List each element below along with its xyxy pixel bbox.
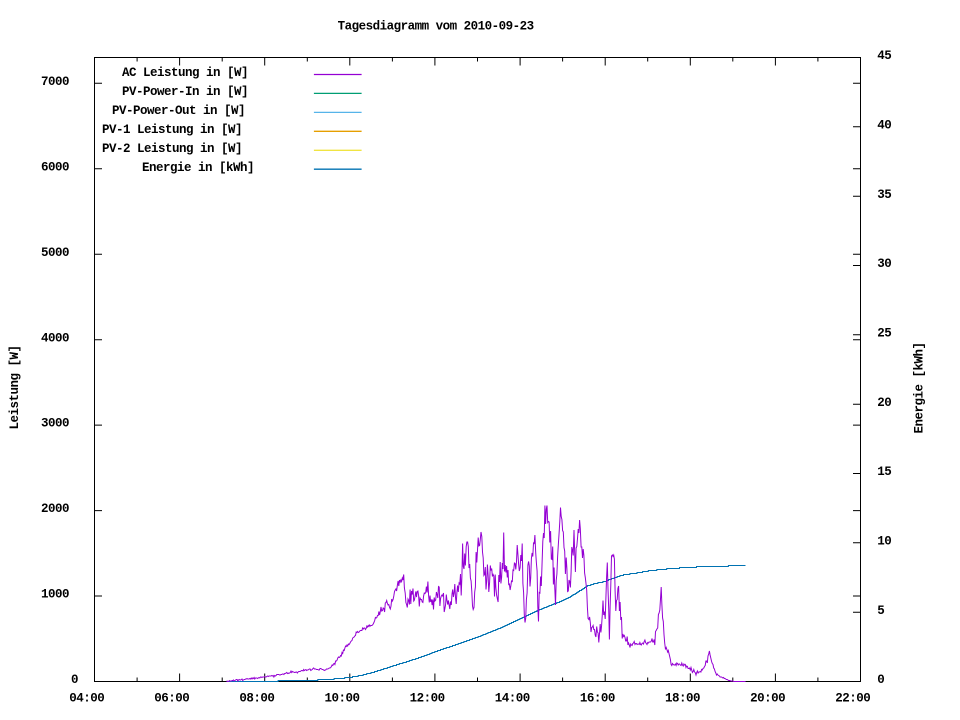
svg-text:08:00: 08:00 xyxy=(239,692,274,706)
svg-text:3000: 3000 xyxy=(41,417,69,431)
svg-text:6000: 6000 xyxy=(41,160,69,174)
svg-text:16:00: 16:00 xyxy=(580,692,615,706)
svg-text:18:00: 18:00 xyxy=(665,692,700,706)
svg-text:15: 15 xyxy=(877,465,891,479)
svg-text:04:00: 04:00 xyxy=(69,692,104,706)
svg-text:4000: 4000 xyxy=(41,331,69,345)
svg-text:10:00: 10:00 xyxy=(325,692,360,706)
svg-text:5000: 5000 xyxy=(41,246,69,260)
svg-text:12:00: 12:00 xyxy=(410,692,445,706)
svg-text:25: 25 xyxy=(877,326,891,340)
svg-text:PV-Power-Out in [W]: PV-Power-Out in [W] xyxy=(112,104,245,118)
svg-text:1000: 1000 xyxy=(41,588,69,602)
svg-text:0: 0 xyxy=(877,673,884,687)
svg-text:30: 30 xyxy=(877,257,891,271)
svg-text:35: 35 xyxy=(877,188,891,202)
svg-text:06:00: 06:00 xyxy=(154,692,189,706)
svg-text:AC Leistung in [W]: AC Leistung in [W] xyxy=(122,66,248,80)
svg-text:10: 10 xyxy=(877,534,891,548)
svg-text:Energie in [kWh]: Energie in [kWh] xyxy=(142,161,254,175)
svg-text:PV-2 Leistung in [W]: PV-2 Leistung in [W] xyxy=(102,142,242,156)
svg-text:40: 40 xyxy=(877,118,891,132)
svg-text:20: 20 xyxy=(877,396,891,410)
svg-text:2000: 2000 xyxy=(41,502,69,516)
svg-text:Tagesdiagramm vom 2010-09-23: Tagesdiagramm vom 2010-09-23 xyxy=(338,20,534,34)
svg-text:5: 5 xyxy=(877,604,884,618)
svg-text:20:00: 20:00 xyxy=(750,692,785,706)
svg-text:45: 45 xyxy=(877,49,891,63)
svg-text:14:00: 14:00 xyxy=(495,692,530,706)
svg-text:7000: 7000 xyxy=(41,75,69,89)
svg-text:22:00: 22:00 xyxy=(835,692,870,706)
svg-text:Leistung [W]: Leistung [W] xyxy=(8,345,22,429)
svg-text:0: 0 xyxy=(71,673,78,687)
svg-text:Energie [kWh]: Energie [kWh] xyxy=(912,342,926,433)
svg-text:PV-Power-In in [W]: PV-Power-In in [W] xyxy=(122,85,248,99)
svg-text:PV-1 Leistung in [W]: PV-1 Leistung in [W] xyxy=(102,123,242,137)
